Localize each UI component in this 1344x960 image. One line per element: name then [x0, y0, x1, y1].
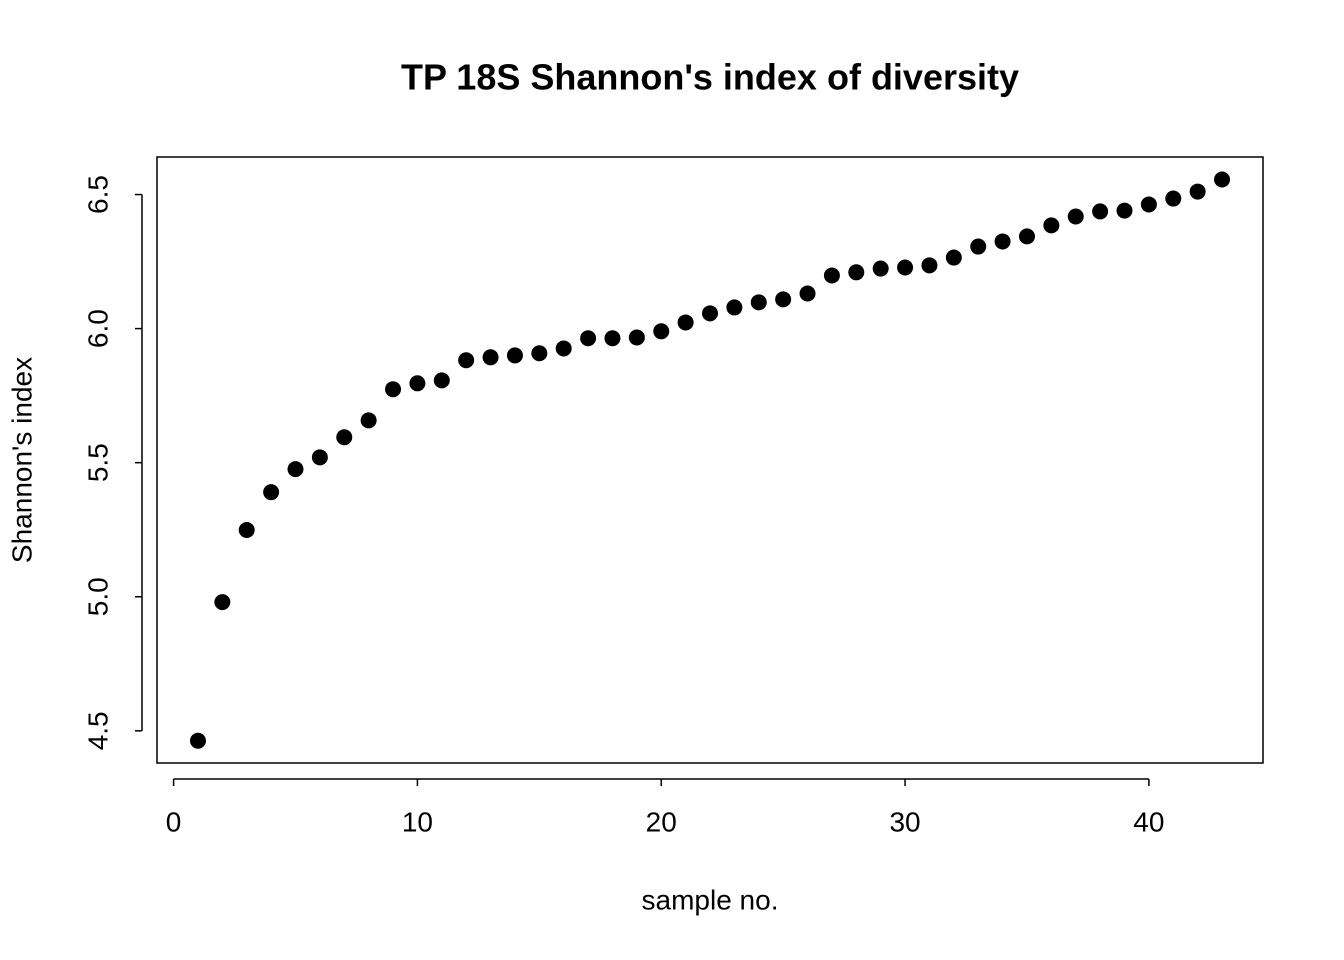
- point: [799, 285, 816, 302]
- point: [409, 375, 426, 392]
- point: [1092, 203, 1109, 220]
- point: [238, 521, 255, 538]
- point: [287, 461, 304, 478]
- y-tick-label: 5.0: [82, 577, 113, 616]
- point: [1140, 196, 1157, 213]
- point: [921, 257, 938, 274]
- x-tick-label: 20: [646, 806, 677, 837]
- point: [506, 347, 523, 364]
- x-tick-label: 10: [402, 806, 433, 837]
- point: [580, 330, 597, 347]
- point: [1165, 190, 1182, 207]
- x-tick-label: 0: [166, 806, 182, 837]
- point: [1214, 171, 1231, 188]
- y-tick-label: 5.5: [82, 443, 113, 482]
- point: [970, 238, 987, 255]
- point: [385, 381, 402, 398]
- point: [433, 372, 450, 389]
- point: [726, 299, 743, 316]
- point: [604, 330, 621, 347]
- point: [214, 594, 231, 611]
- y-tick-label: 6.0: [82, 309, 113, 348]
- y-tick-label: 4.5: [82, 711, 113, 750]
- x-tick-label: 40: [1133, 806, 1164, 837]
- point: [823, 267, 840, 284]
- point: [628, 329, 645, 346]
- point: [1067, 208, 1084, 225]
- point: [677, 314, 694, 331]
- x-tick-label: 30: [889, 806, 920, 837]
- x-axis-label: sample no.: [642, 884, 779, 915]
- point: [994, 233, 1011, 250]
- point: [653, 323, 670, 340]
- point: [1018, 228, 1035, 245]
- point: [945, 249, 962, 266]
- point: [336, 429, 353, 446]
- point: [1189, 183, 1206, 200]
- y-tick-label: 6.5: [82, 175, 113, 214]
- point: [458, 352, 475, 369]
- point: [872, 260, 889, 277]
- point: [750, 294, 767, 311]
- point: [263, 484, 280, 501]
- point: [1116, 202, 1133, 219]
- chart-title: TP 18S Shannon's index of diversity: [401, 57, 1019, 98]
- point: [848, 264, 865, 281]
- y-axis-label: Shannon's index: [6, 357, 37, 563]
- point: [531, 345, 548, 362]
- point: [189, 732, 206, 749]
- point: [360, 412, 377, 429]
- point: [1043, 217, 1060, 234]
- point: [555, 340, 572, 357]
- point: [775, 291, 792, 308]
- point: [702, 305, 718, 322]
- point: [311, 449, 328, 466]
- plot-frame: [156, 156, 1264, 764]
- point: [482, 349, 499, 366]
- point: [897, 259, 914, 276]
